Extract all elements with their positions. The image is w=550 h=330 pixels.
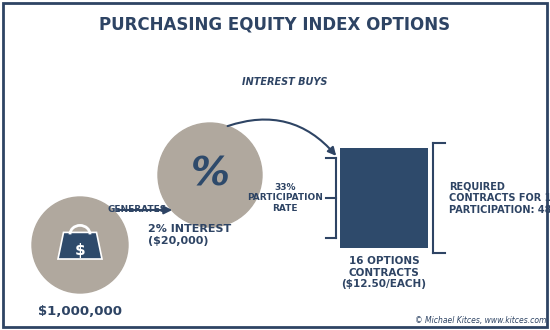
Text: 2% INTEREST
($20,000): 2% INTEREST ($20,000): [148, 224, 231, 246]
Text: %: %: [190, 156, 229, 194]
Circle shape: [158, 123, 262, 227]
Circle shape: [32, 197, 128, 293]
Text: GENERATES: GENERATES: [108, 206, 167, 214]
Text: 16 OPTIONS
CONTRACTS
($12.50/EACH): 16 OPTIONS CONTRACTS ($12.50/EACH): [342, 256, 426, 289]
Bar: [340, 148, 428, 248]
Text: INTEREST BUYS: INTEREST BUYS: [243, 77, 328, 87]
Text: $1,000,000: $1,000,000: [38, 305, 122, 318]
Text: REQUIRED
CONTRACTS FOR 100%
PARTICIPATION: 48: REQUIRED CONTRACTS FOR 100% PARTICIPATIO…: [449, 182, 550, 215]
Text: © Michael Kitces, www.kitces.com: © Michael Kitces, www.kitces.com: [415, 315, 546, 324]
Polygon shape: [58, 232, 102, 259]
Text: $: $: [75, 243, 85, 257]
Text: 33%
PARTICIPATION
RATE: 33% PARTICIPATION RATE: [247, 183, 323, 213]
FancyArrowPatch shape: [228, 119, 335, 154]
Text: PURCHASING EQUITY INDEX OPTIONS: PURCHASING EQUITY INDEX OPTIONS: [100, 16, 450, 34]
